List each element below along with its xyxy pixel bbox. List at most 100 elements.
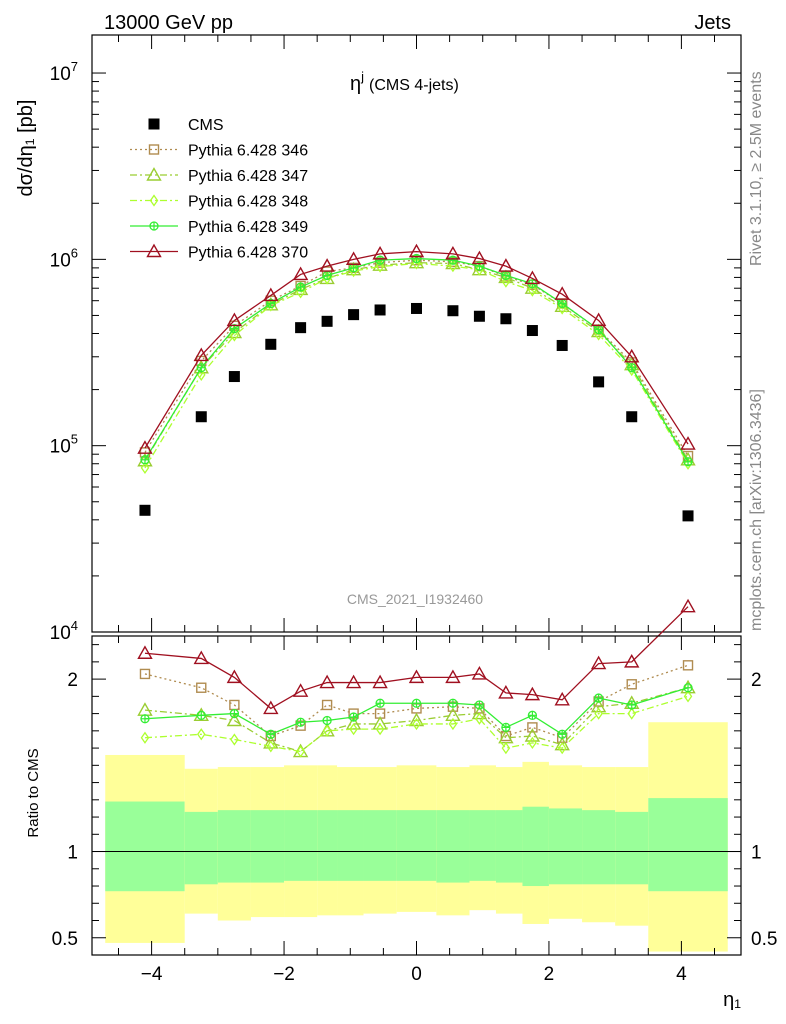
ratio-point-pythia-6-428-370-10 xyxy=(471,666,488,680)
stat-band-8 xyxy=(396,810,437,881)
ratio-point-pythia-6-428-348-7 xyxy=(375,722,385,736)
ratio-point-pythia-6-428-346-16 xyxy=(682,660,694,671)
main-point-pythia-6-428-347-12 xyxy=(524,280,541,294)
ratio-point-pythia-6-428-347-12 xyxy=(524,728,541,742)
legend: CMS Pythia 6.428 346 Pythia 6.428 347 Pythi… xyxy=(130,117,308,262)
main-point-pythia-6-428-348-1 xyxy=(196,368,206,381)
legend-item-pythia-6-428-347: Pythia 6.428 347 xyxy=(130,167,308,185)
main-point-cms-1 xyxy=(195,411,207,423)
ratio-point-pythia-6-428-370-4 xyxy=(292,683,309,697)
ratio-point-pythia-6-428-370-12 xyxy=(524,686,541,701)
main-point-pythia-6-428-370-0 xyxy=(137,440,153,454)
ratio-point-pythia-6-428-370-0 xyxy=(137,645,153,659)
main-point-cms-16 xyxy=(682,510,694,522)
ratio-y-axis-label: Ratio to CMS xyxy=(25,748,42,837)
ratio-point-pythia-6-428-348-0 xyxy=(140,731,150,744)
main-point-cms-5 xyxy=(321,315,333,327)
stat-band-16 xyxy=(648,798,728,892)
main-point-cms-8 xyxy=(411,302,422,314)
ratio-point-pythia-6-428-346-0 xyxy=(139,668,151,680)
ratio-point-pythia-6-428-348-12 xyxy=(528,736,537,750)
main-point-pythia-6-428-370-2 xyxy=(226,312,243,327)
legend-marker-pythia-6-428-346 xyxy=(148,144,160,155)
main-point-pythia-6-428-370-15 xyxy=(624,348,640,363)
stat-band-15 xyxy=(615,811,649,885)
ratio-point-pythia-6-428-347-6 xyxy=(345,716,362,730)
ratio-point-pythia-6-428-348-11 xyxy=(501,741,511,755)
main-point-cms-0 xyxy=(139,504,151,516)
main-point-pythia-6-428-348-6 xyxy=(349,264,358,278)
ratio-point-pythia-6-428-347-3 xyxy=(263,734,279,749)
ratio-point-pythia-6-428-347-8 xyxy=(408,712,425,727)
legend-label-pythia-6-428-346: Pythia 6.428 346 xyxy=(188,143,308,160)
ratio-point-pythia-6-428-347-16 xyxy=(680,679,696,694)
ratio-line-pythia-6-428-347 xyxy=(144,687,689,753)
ratio-point-pythia-6-428-370-13 xyxy=(554,691,570,706)
ratio-point-pythia-6-428-346-5 xyxy=(321,699,333,711)
ratio-y-tick-label-right-1: 1 xyxy=(751,843,762,864)
main-point-pythia-6-428-348-9 xyxy=(448,259,458,273)
main-point-pythia-6-428-370-4 xyxy=(292,266,309,281)
ratio-point-pythia-6-428-348-8 xyxy=(412,717,421,731)
ratio-point-pythia-6-428-348-3 xyxy=(266,740,276,753)
main-point-pythia-6-428-370-16 xyxy=(680,436,696,450)
legend-item-cms: CMS xyxy=(148,117,224,134)
y-tick-base: 10 xyxy=(50,64,71,85)
main-point-cms-12 xyxy=(526,325,538,337)
ratio-point-pythia-6-428-348-16 xyxy=(683,690,693,703)
legend-item-pythia-6-428-348: Pythia 6.428 348 xyxy=(130,194,308,211)
ratio-point-pythia-6-428-370-15 xyxy=(624,653,640,668)
ratio-point-pythia-6-428-370-7 xyxy=(372,674,388,689)
main-line-pythia-6-428-347 xyxy=(144,262,689,462)
y-tick-base: 10 xyxy=(50,623,71,644)
main-point-pythia-6-428-348-11 xyxy=(501,275,511,288)
stat-band-14 xyxy=(582,810,616,885)
ratio-point-pythia-6-428-370-1 xyxy=(193,650,209,665)
main-line-pythia-6-428-348 xyxy=(144,262,689,469)
ratio-point-pythia-6-428-346-12 xyxy=(527,722,538,733)
y-tick-base: 10 xyxy=(50,250,71,271)
main-y-tick-label-2: 106 xyxy=(50,245,78,271)
legend-item-pythia-6-428-346: Pythia 6.428 346 xyxy=(130,143,308,160)
main-point-pythia-6-428-370-13 xyxy=(554,286,570,300)
ratio-y-tick-label-right-2: 2 xyxy=(751,670,762,691)
main-point-cms-3 xyxy=(265,338,277,350)
stat-band-7 xyxy=(363,810,397,881)
main-point-pythia-6-428-370-8 xyxy=(408,243,425,258)
analysis-watermark: CMS_2021_I1932460 xyxy=(347,591,483,607)
main-point-pythia-6-428-370-5 xyxy=(319,258,335,272)
main-point-cms-15 xyxy=(626,411,638,423)
main-point-cms-9 xyxy=(447,305,459,317)
main-line-pythia-6-428-346 xyxy=(144,259,689,457)
ratio-point-pythia-6-428-370-3 xyxy=(263,700,279,715)
x-tick-label-4: 4 xyxy=(676,964,687,985)
main-title-subtitle: (CMS 4-jets) xyxy=(369,77,459,94)
ratio-line-pythia-6-428-370 xyxy=(144,606,689,710)
y-tick-base: 10 xyxy=(50,437,71,458)
y-tick-exponent: 5 xyxy=(71,432,78,447)
main-title: ηj (CMS 4-jets) xyxy=(350,69,459,95)
ratio-point-pythia-6-428-348-6 xyxy=(349,722,358,736)
legend-item-pythia-6-428-370: Pythia 6.428 370 xyxy=(130,243,308,262)
ratio-point-pythia-6-428-348-13 xyxy=(557,741,567,755)
stat-band-9 xyxy=(436,810,470,883)
ratio-y-tick-label-left-1: 1 xyxy=(67,843,78,864)
ratio-y-tick-label-left-0: 0.5 xyxy=(52,929,78,950)
stat-band-1 xyxy=(184,811,218,885)
main-point-pythia-6-428-348-7 xyxy=(375,260,385,273)
ratio-point-pythia-6-428-370-2 xyxy=(226,669,243,684)
legend-marker-cms xyxy=(148,118,160,130)
y-tick-exponent: 6 xyxy=(71,245,78,260)
main-point-pythia-6-428-370-14 xyxy=(590,312,607,327)
main-y-tick-label-1: 105 xyxy=(50,432,78,458)
ratio-point-pythia-6-428-370-9 xyxy=(445,669,461,684)
main-point-pythia-6-428-370-10 xyxy=(471,250,488,265)
main-y-axis-label: dσ/dη₁ [pb] xyxy=(15,100,37,197)
ratio-point-pythia-6-428-370-6 xyxy=(345,674,362,689)
main-point-pythia-6-428-370-3 xyxy=(263,287,279,302)
mcplots-source-label: mcplots.cern.ch [arXiv:1306.3436] xyxy=(748,389,765,631)
ratio-point-pythia-6-428-347-2 xyxy=(226,712,243,727)
ratio-plot: −4 −2 0 2 4 0.5 0.5 1 1 2 2 xyxy=(52,35,777,985)
x-tick-label-0: −4 xyxy=(141,964,163,985)
